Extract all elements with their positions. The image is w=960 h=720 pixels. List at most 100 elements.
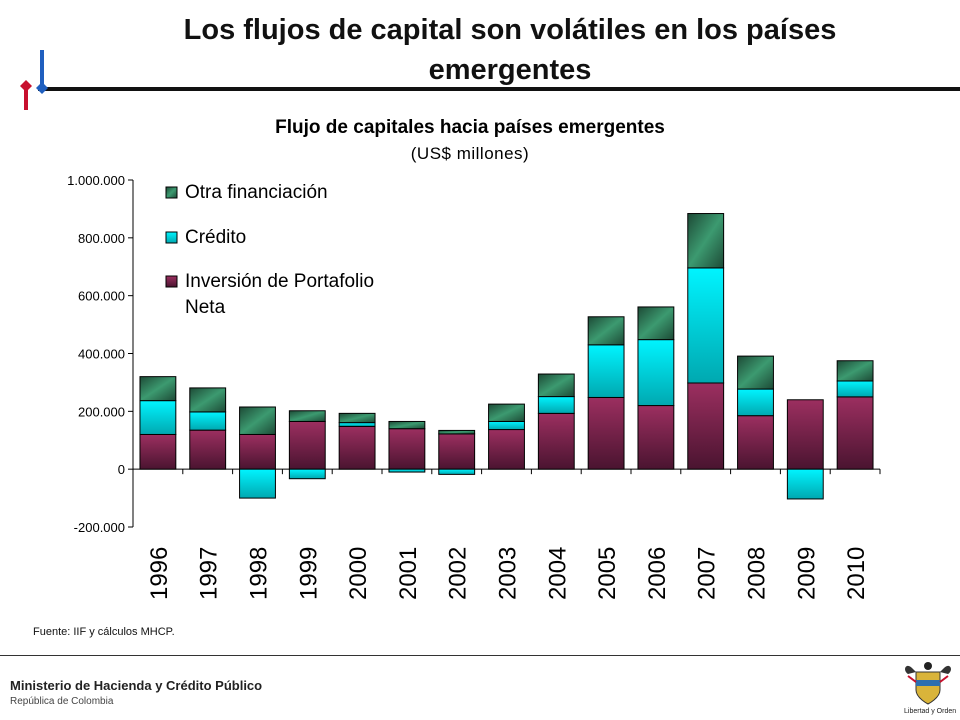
y-tick-label: 1.000.000	[67, 173, 125, 188]
coat-shield	[915, 671, 941, 705]
legend-label-portafolio: Inversión de Portafolio	[185, 271, 374, 292]
bar-portafolio-2009	[786, 399, 824, 470]
bar-credito-2005	[587, 344, 625, 398]
logo-blue-bar	[40, 50, 44, 90]
ministry-name: Ministerio de Hacienda y Crédito Público	[10, 678, 263, 693]
bar-layer	[139, 213, 874, 500]
bar-otra-1996	[139, 376, 177, 402]
bar-portafolio-1997	[189, 429, 227, 470]
x-tick-label: 2010	[843, 547, 870, 600]
bar-otra-2004	[537, 373, 575, 398]
x-tick-label: 1997	[196, 547, 223, 600]
title-divider	[38, 87, 960, 91]
legend-swatch-otra	[165, 186, 178, 199]
bar-otra-2010	[836, 360, 874, 382]
bar-portafolio-2005	[587, 396, 625, 470]
coat-condor-head	[924, 662, 932, 670]
bar-credito-2007	[687, 267, 725, 384]
logo-blue-diamond	[36, 82, 48, 94]
bar-credito-2001	[388, 468, 426, 473]
bar-portafolio-2003	[488, 429, 525, 470]
legend: Otra financiación Crédito Inversión de Por…	[165, 182, 374, 318]
bar-otra-2003	[488, 403, 525, 422]
coat-wing-right	[940, 665, 951, 674]
republic-name: República de Colombia	[10, 696, 114, 707]
chart-subtitle: (US$ millones)	[410, 144, 530, 163]
ministry-logo-icon	[20, 50, 48, 110]
bar-otra-2001	[388, 420, 426, 430]
bar-otra-2002	[438, 429, 476, 435]
bar-portafolio-2006	[637, 405, 675, 470]
x-tick-label: 2004	[544, 547, 571, 600]
x-tick-label: 1999	[295, 547, 322, 600]
logo-red-diamond	[20, 80, 32, 92]
x-tick-label: 1998	[246, 547, 273, 600]
legend-label-otra: Otra financiación	[185, 182, 328, 203]
x-tick-label: 2007	[694, 547, 721, 600]
coat-flags	[907, 675, 949, 683]
legend-label-portafolio: Neta	[185, 297, 226, 318]
bar-credito-2004	[537, 396, 575, 414]
bar-portafolio-2010	[836, 396, 874, 470]
x-tick-label: 2002	[445, 547, 472, 600]
bar-otra-1999	[288, 410, 326, 422]
slide-title-line1: Los flujos de capital son volátiles en l…	[183, 14, 837, 46]
bar-otra-1998	[239, 406, 276, 435]
bar-otra-1997	[189, 387, 227, 413]
legend-label-credito: Crédito	[185, 227, 246, 248]
bar-portafolio-2000	[338, 425, 376, 470]
bar-portafolio-2002	[438, 433, 476, 470]
coat-wing-left	[905, 665, 916, 674]
bar-credito-2002	[438, 468, 476, 475]
bar-credito-1999	[288, 468, 326, 480]
y-tick-label: 800.000	[78, 231, 125, 246]
x-tick-label: 2003	[495, 547, 522, 600]
bar-otra-2005	[587, 316, 625, 346]
y-tick-label: 200.000	[78, 404, 125, 419]
y-tick-label: -200.000	[74, 520, 125, 535]
x-tick-label: 2001	[395, 547, 422, 600]
source-note: Fuente: IIF y cálculos MHCP.	[33, 626, 175, 638]
legend-swatch-portafolio	[165, 275, 178, 288]
bar-otra-2006	[637, 306, 675, 341]
y-tick-label: 0	[118, 462, 125, 477]
coat-motto: Libertad y Orden	[904, 708, 957, 715]
bar-credito-1997	[189, 411, 227, 431]
y-tick-label: 600.000	[78, 289, 125, 304]
bar-portafolio-1996	[139, 433, 177, 470]
legend-swatch-credito	[165, 231, 178, 244]
bar-credito-2003	[488, 420, 525, 431]
chart-title: Flujo de capitales hacia países emergent…	[275, 117, 665, 138]
x-tick-label: 2008	[744, 547, 771, 600]
bar-portafolio-1998	[239, 433, 276, 470]
capital-flows-chart: -200.000 0 200.000 400.000 600.000 800.000 1.0…	[67, 173, 881, 600]
bar-otra-2007	[687, 213, 725, 269]
bar-portafolio-2001	[388, 428, 426, 470]
bar-credito-2008	[737, 388, 774, 417]
bar-credito-2010	[836, 380, 874, 398]
x-tick-label: 2009	[793, 547, 820, 600]
x-tick-label: 2006	[644, 547, 671, 600]
bar-otra-2008	[737, 355, 774, 390]
bar-credito-2009	[786, 468, 824, 500]
bar-portafolio-1999	[288, 420, 326, 470]
bar-portafolio-2007	[687, 382, 725, 470]
bar-credito-2000	[338, 422, 376, 427]
logo-red-bar	[24, 88, 28, 110]
coat-band	[916, 680, 940, 686]
y-tick-label: 400.000	[78, 347, 125, 362]
x-tick-label: 2005	[594, 547, 621, 600]
bar-otra-2000	[338, 412, 376, 424]
bar-credito-1996	[139, 400, 177, 435]
axis-layer: -200.000 0 200.000 400.000 600.000 800.000 1.0…	[67, 173, 881, 600]
bar-credito-2006	[637, 339, 675, 407]
bar-portafolio-2004	[537, 412, 575, 470]
footer-divider	[0, 655, 960, 656]
x-tick-label: 1996	[146, 547, 173, 600]
slide-title: Los flujos de capital son volátiles en l…	[60, 10, 960, 90]
coat-of-arms-icon	[905, 662, 951, 705]
x-tick-label: 2000	[345, 547, 372, 600]
bar-credito-1998	[239, 468, 276, 499]
slide-title-line2: emergentes	[428, 54, 592, 86]
bar-portafolio-2008	[737, 415, 774, 470]
